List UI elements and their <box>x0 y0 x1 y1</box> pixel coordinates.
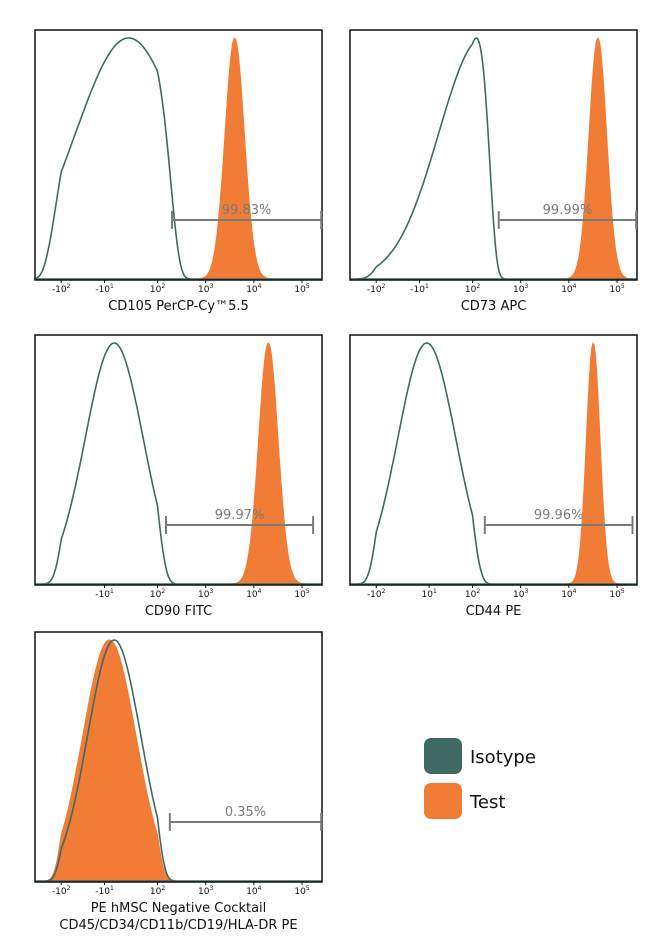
x-axis-label-neg: PE hMSC Negative Cocktail <box>91 901 267 916</box>
isotype-histogram-cd44 <box>350 342 637 585</box>
x-axis-label-neg-line2: CD45/CD34/CD11b/CD19/HLA-DR PE <box>59 918 297 933</box>
gate-label-neg: 0.35% <box>225 805 266 820</box>
tick-label-cd73-0: -102 <box>367 283 386 295</box>
tick-label-cd105-2: 102 <box>150 283 165 295</box>
tick-label-cd44-0: -102 <box>367 588 386 600</box>
tick-label-neg-4: 104 <box>246 885 261 897</box>
x-axis-label-cd105: CD105 PerCP-Cy™5.5 <box>108 299 249 314</box>
gate-label-cd44: 99.96% <box>534 508 584 523</box>
tick-label-neg-3: 103 <box>198 885 213 897</box>
tick-label-cd44-1: 101 <box>422 588 437 600</box>
tick-label-cd73-1: -101 <box>410 283 429 295</box>
histogram-panel-cd44: 99.96% -102 101 102 103 104 105 CD44 PE <box>349 334 638 619</box>
test-histogram-cd73 <box>350 37 637 280</box>
gate-label-cd105: 99.83% <box>222 203 272 218</box>
tick-label-cd73-5: 105 <box>609 283 624 295</box>
legend-label-isotype: Isotype <box>470 747 536 768</box>
tick-label-cd73-3: 103 <box>513 283 528 295</box>
isotype-histogram-cd73 <box>350 37 637 280</box>
tick-label-cd105-5: 105 <box>294 283 309 295</box>
histogram-panel-neg: 0.35% -102 -101 102 103 104 105 PE hMSC Negativ… <box>34 631 323 933</box>
legend: Isotype Test <box>424 738 536 819</box>
legend-label-test: Test <box>469 792 505 813</box>
tick-label-cd90-0: -101 <box>95 588 114 600</box>
isotype-histogram-neg <box>35 639 322 882</box>
tick-label-cd44-2: 102 <box>465 588 480 600</box>
plot-frame-cd105 <box>34 29 323 281</box>
tick-label-neg-2: 102 <box>150 885 165 897</box>
tick-label-neg-5: 105 <box>294 885 309 897</box>
isotype-histogram-cd105 <box>34 37 322 280</box>
gate-label-cd73: 99.99% <box>543 203 593 218</box>
tick-label-neg-0: -102 <box>52 885 71 897</box>
tick-label-cd90-4: 105 <box>294 588 309 600</box>
isotype-histogram-cd90 <box>35 342 322 585</box>
test-histogram-neg <box>35 639 322 882</box>
gate-label-cd90: 99.97% <box>215 508 265 523</box>
tick-label-cd105-0: -102 <box>52 283 71 295</box>
tick-label-cd44-3: 103 <box>513 588 528 600</box>
x-axis-label-cd90: CD90 FITC <box>145 604 212 619</box>
tick-label-cd90-1: 102 <box>150 588 165 600</box>
legend-swatch-isotype <box>424 738 462 774</box>
test-histogram-cd90 <box>35 342 322 585</box>
tick-label-cd105-3: 103 <box>198 283 213 295</box>
plot-frame-cd44 <box>349 334 638 586</box>
x-axis-label-cd44: CD44 PE <box>466 604 522 619</box>
tick-label-neg-1: -101 <box>95 885 114 897</box>
x-axis-label-cd73: CD73 APC <box>461 299 527 314</box>
tick-label-cd105-4: 104 <box>246 283 261 295</box>
tick-label-cd105-1: -101 <box>95 283 114 295</box>
tick-label-cd44-5: 105 <box>609 588 624 600</box>
tick-label-cd90-2: 103 <box>198 588 213 600</box>
plot-frame-cd90 <box>34 334 323 586</box>
tick-label-cd44-4: 104 <box>561 588 576 600</box>
tick-label-cd90-3: 104 <box>246 588 261 600</box>
histogram-panel-cd90: 99.97% -101 102 103 104 105 CD90 FITC <box>34 334 323 619</box>
plot-frame-cd73 <box>349 29 638 281</box>
legend-swatch-test <box>424 783 462 819</box>
tick-label-cd73-4: 104 <box>561 283 576 295</box>
tick-label-cd73-2: 102 <box>465 283 480 295</box>
test-histogram-cd105 <box>35 37 322 280</box>
histogram-panel-cd105: 99.83% -102 -101 102 103 104 105 CD105 PerCP-Cy… <box>34 29 323 314</box>
plot-frame-neg <box>34 631 323 883</box>
histogram-panel-cd73: 99.99% -102 -101 102 103 104 105 CD73 APC <box>349 29 638 314</box>
